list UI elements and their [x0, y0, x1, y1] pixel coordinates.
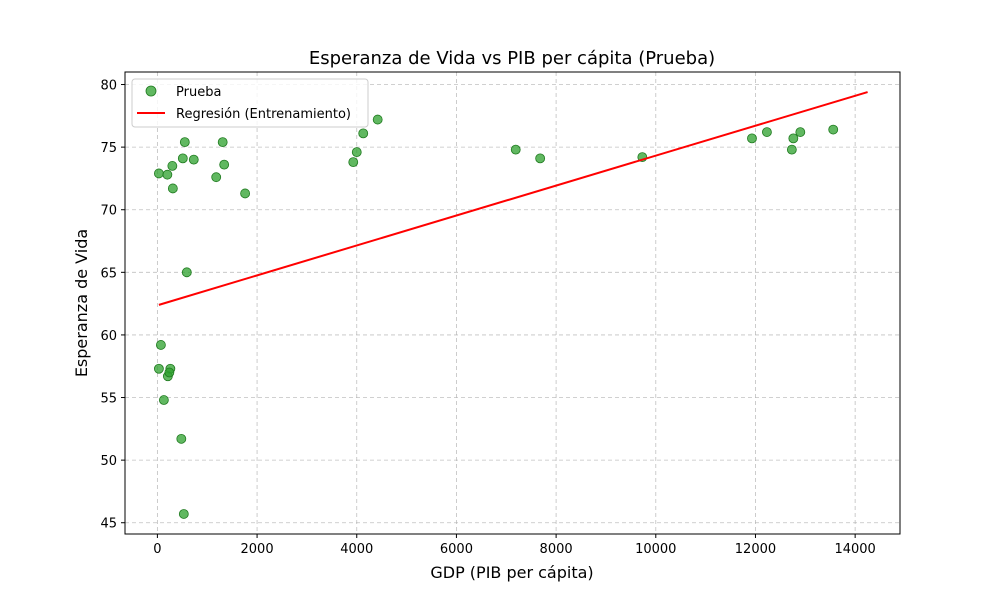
x-tick-label: 4000 [340, 542, 373, 557]
x-tick-label: 0 [153, 542, 161, 557]
scatter-point [158, 395, 169, 405]
scatter-point [358, 128, 369, 139]
scatter-point [162, 169, 173, 180]
y-tick-label: 80 [100, 79, 117, 94]
y-tick-label: 70 [100, 204, 117, 219]
scatter-point [747, 133, 757, 144]
scatter-point [167, 161, 178, 171]
scatter-point [795, 127, 806, 137]
x-axis-label: GDP (PIB per cápita) [430, 563, 593, 582]
scatter-point [828, 124, 839, 135]
scatter-point [788, 133, 799, 144]
y-tick-label: 75 [100, 141, 117, 156]
scatter-point [211, 172, 222, 183]
y-tick-label: 60 [100, 329, 117, 344]
y-tick-label: 65 [100, 266, 117, 281]
x-tick-label: 14000 [834, 542, 875, 557]
scatter-point [153, 363, 164, 374]
x-tick-label: 12000 [735, 542, 776, 557]
scatter-point [178, 509, 189, 519]
scatter-point [176, 433, 187, 444]
x-tick-label: 2000 [241, 542, 274, 557]
plot-area [153, 91, 868, 519]
axis-ticks: 0 2000 4000 6000 8000 10000 12000 14000 45 50 55 60… [100, 79, 875, 557]
regression-line [158, 91, 868, 306]
legend-marker-prueba [145, 85, 157, 97]
scatter-point [217, 137, 228, 148]
scatter-point [351, 147, 362, 158]
plot-frame [124, 71, 901, 535]
legend-label-prueba: Prueba [176, 85, 221, 100]
scatter-point [510, 144, 521, 155]
legend-frame [131, 78, 369, 128]
scatter-point [177, 153, 188, 164]
scatter-point [372, 114, 383, 125]
scatter-point [188, 154, 199, 165]
y-tick-label: 45 [100, 517, 117, 532]
scatter-point [348, 157, 359, 168]
scatter-point [153, 168, 164, 179]
scatter-point [181, 267, 192, 278]
y-tick-label: 50 [100, 454, 117, 469]
legend-label-regresion: Regresión (Entrenamiento) [176, 107, 351, 122]
scatter-point [535, 153, 546, 164]
y-tick-label: 55 [100, 392, 117, 407]
scatter-point [179, 137, 190, 148]
scatter-point [164, 367, 175, 378]
x-tick-label: 8000 [540, 542, 573, 557]
scatter-point [240, 188, 251, 199]
chart-title: Esperanza de Vida vs PIB per cápita (Pru… [309, 48, 715, 69]
scatter-point [155, 340, 166, 350]
legend: Prueba Regresión (Entrenamiento) [131, 78, 369, 128]
y-axis-label: Esperanza de Vida [72, 229, 91, 377]
scatter-point [219, 159, 230, 170]
scatter-point [762, 127, 772, 137]
x-tick-label: 6000 [440, 542, 473, 557]
scatter-point [167, 183, 178, 194]
x-tick-label: 10000 [635, 542, 676, 557]
scatter-point [786, 144, 797, 155]
